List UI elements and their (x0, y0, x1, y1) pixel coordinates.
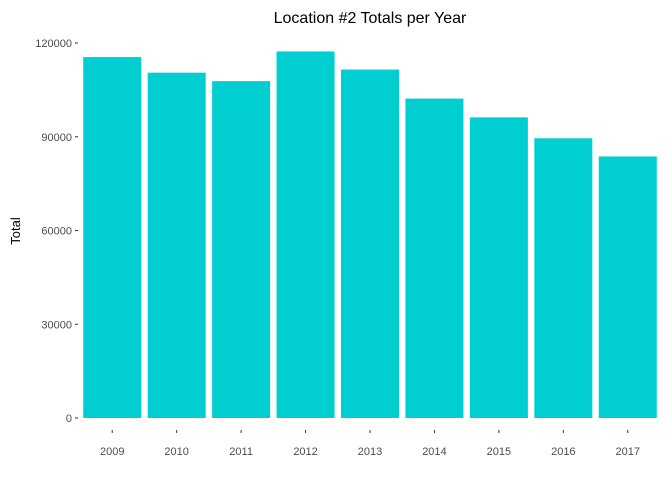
bar-2015 (469, 117, 528, 418)
y-tick-label: 0 (66, 413, 72, 425)
x-tick-label: 2009 (100, 446, 124, 458)
y-tick-label: 90000 (41, 132, 72, 144)
x-tick-label: 2012 (293, 446, 317, 458)
x-tick-label: 2010 (164, 446, 188, 458)
y-tick-label: 120000 (35, 38, 72, 50)
bar-2013 (341, 69, 399, 418)
bar-2009 (83, 57, 142, 418)
bar-2012 (276, 51, 335, 418)
y-axis: 0 30000 60000 90000 120000 (35, 38, 78, 425)
x-tick-label: 2015 (487, 446, 511, 458)
y-tick-label: 60000 (41, 226, 72, 238)
x-axis: 2009 2010 2011 2012 2013 2014 2015 2016 2017 (100, 430, 640, 458)
x-tick-label: 2011 (229, 446, 253, 458)
bar-2010 (147, 72, 206, 418)
bar-2016 (534, 138, 593, 418)
x-tick-label: 2014 (422, 446, 446, 458)
y-tick-label: 30000 (41, 319, 72, 331)
x-tick-label: 2017 (616, 446, 640, 458)
bar-2011 (212, 81, 271, 418)
y-axis-label: Total (8, 217, 23, 245)
x-tick-label: 2016 (551, 446, 575, 458)
bar-2017 (598, 156, 657, 418)
bars-group (83, 51, 657, 418)
chart-title: Location #2 Totals per Year (274, 10, 467, 27)
x-tick-label: 2013 (358, 446, 382, 458)
bar-2014 (405, 98, 464, 418)
